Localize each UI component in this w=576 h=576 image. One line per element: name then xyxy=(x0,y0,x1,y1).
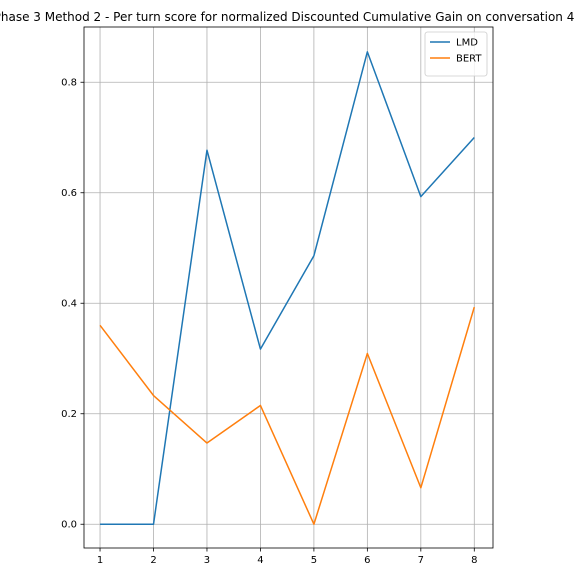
x-tick-label: 3 xyxy=(204,555,210,566)
chart-title: Phase 3 Method 2 - Per turn score for no… xyxy=(0,10,574,24)
x-tick-label: 6 xyxy=(364,555,370,566)
x-tick-label: 7 xyxy=(418,555,424,566)
y-tick-label: 0.4 xyxy=(61,299,77,310)
series-line-bert xyxy=(99,306,476,525)
legend-label-lmd: LMD xyxy=(456,38,478,49)
x-tick-label: 5 xyxy=(311,555,317,566)
y-tick-label: 0.2 xyxy=(61,409,77,420)
axis-ticks: 1 2 3 4 5 6 7 8 0.0 0.2 0.4 0.6 0.8 xyxy=(61,78,477,566)
x-tick-label: 2 xyxy=(150,555,156,566)
legend: LMD BERT xyxy=(424,31,488,77)
legend-label-bert: BERT xyxy=(456,54,482,65)
x-tick-label: 8 xyxy=(471,555,477,566)
x-tick-label: 1 xyxy=(97,555,103,566)
y-tick-label: 0.6 xyxy=(61,188,77,199)
legend-box xyxy=(424,31,488,77)
plot-area-frame xyxy=(83,26,494,549)
y-tick-label: 0.0 xyxy=(61,520,77,531)
series-line-lmd xyxy=(100,51,475,525)
grid xyxy=(84,27,493,548)
y-tick-label: 0.8 xyxy=(61,78,77,89)
x-tick-label: 4 xyxy=(257,555,263,566)
series-lines xyxy=(99,51,476,525)
